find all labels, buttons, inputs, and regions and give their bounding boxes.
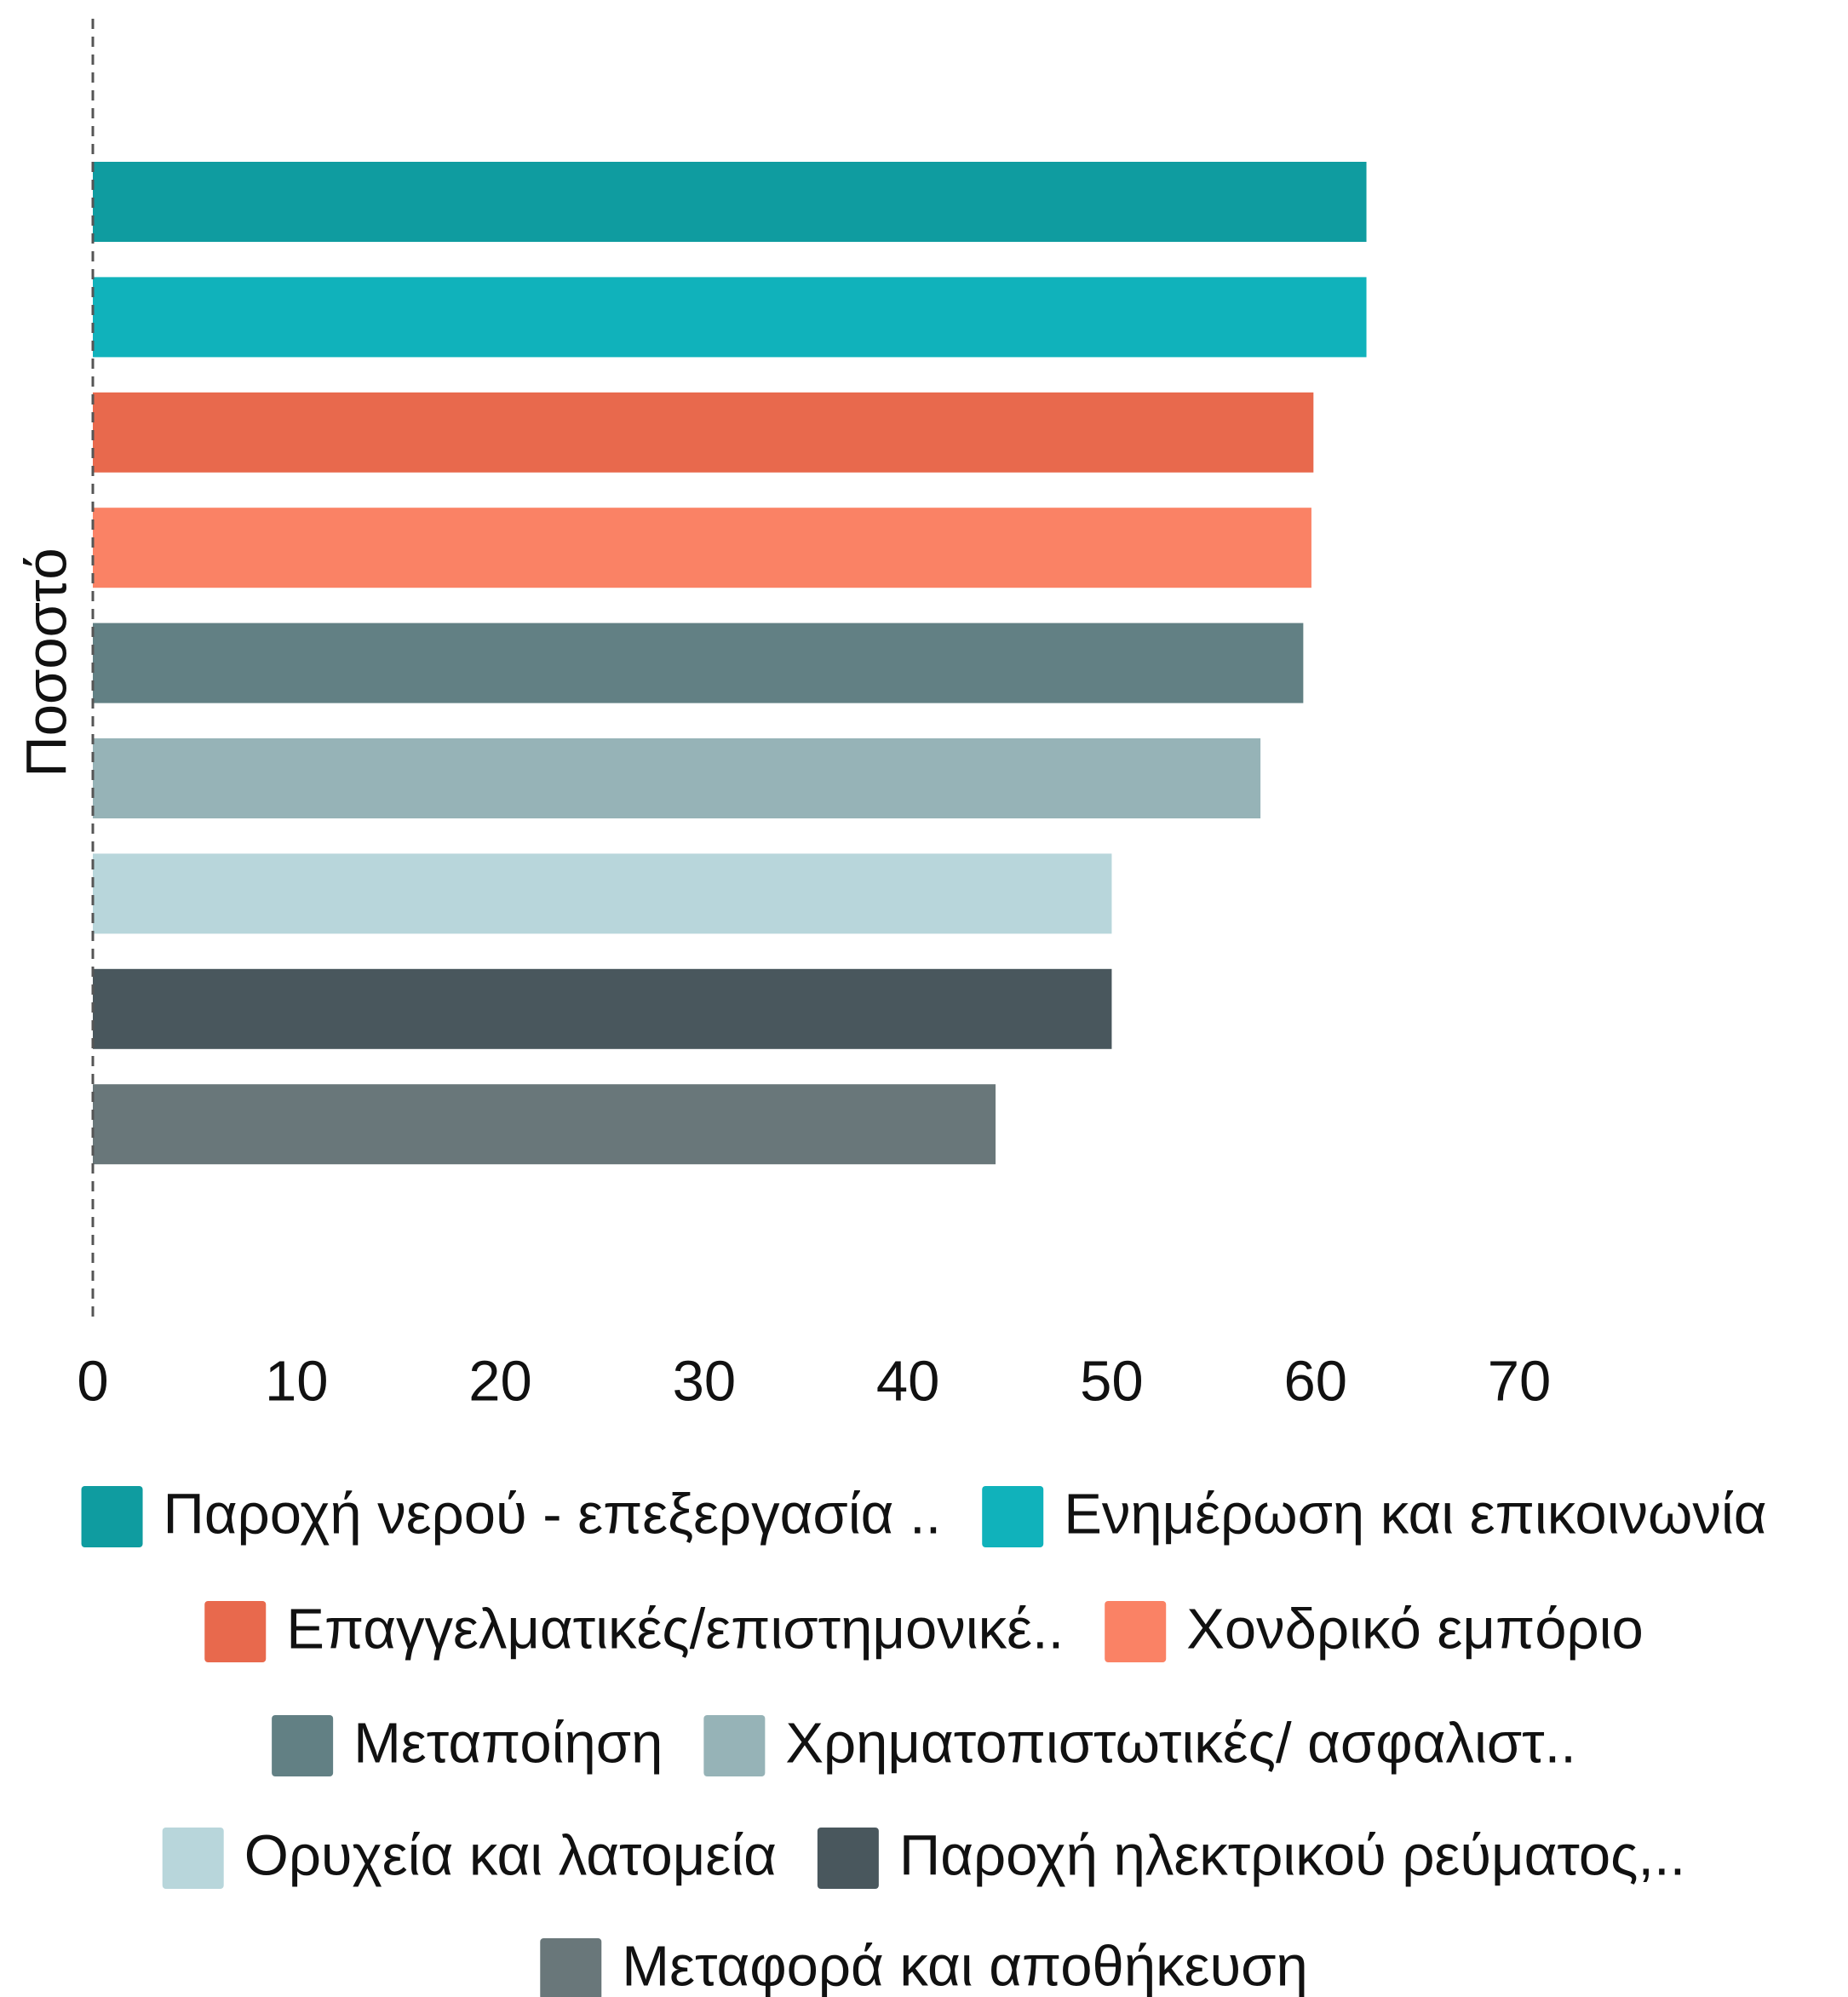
legend-label: Παροχή ηλεκτρικού ρεύματος,..: [899, 1824, 1685, 1888]
legend-label: Παροχή νερού - επεξεργασία ..: [164, 1483, 942, 1547]
bar: [93, 623, 1304, 703]
legend-swatch: [982, 1486, 1044, 1547]
legend-swatch: [81, 1486, 143, 1547]
bar: [93, 508, 1311, 588]
legend-swatch: [1105, 1601, 1167, 1662]
bar: [93, 1084, 996, 1165]
legend-label: Χρηματοπιστωτικές/ ασφαλιστ..: [785, 1712, 1576, 1776]
x-tick-label: 40: [876, 1350, 940, 1414]
legend-label: Μεταφορά και αποθήκευση: [622, 1935, 1307, 1997]
legend-swatch: [540, 1938, 602, 1997]
legend-label: Μεταποίηση: [353, 1712, 663, 1776]
legend-swatch: [272, 1715, 334, 1776]
legend-swatch: [204, 1601, 267, 1662]
bar: [93, 392, 1314, 473]
x-tick-label: 60: [1283, 1350, 1347, 1414]
x-tick-label: 10: [265, 1350, 329, 1414]
x-tick-label: 30: [673, 1350, 737, 1414]
legend-label: Χονδρικό εμπόριο: [1186, 1598, 1644, 1661]
y-axis-label: Ποσοστό: [15, 548, 79, 777]
legend-label: Επαγγελματικές/επιστημονικέ..: [286, 1598, 1064, 1661]
legend-swatch: [817, 1828, 879, 1889]
legend-label: Ενημέρωση και επικοινωνία: [1064, 1483, 1766, 1547]
bar: [93, 968, 1112, 1049]
bar: [93, 277, 1367, 358]
x-tick-label: 50: [1080, 1350, 1144, 1414]
bar: [93, 162, 1367, 242]
legend-swatch: [162, 1828, 224, 1889]
x-tick-label: 0: [77, 1350, 108, 1414]
legend-swatch: [703, 1715, 766, 1776]
bar: [93, 738, 1261, 818]
x-tick-label: 20: [468, 1350, 532, 1414]
x-tick-label: 70: [1488, 1350, 1552, 1414]
legend-label: Ορυχεία και λατομεία: [244, 1824, 777, 1888]
bar: [93, 853, 1112, 934]
